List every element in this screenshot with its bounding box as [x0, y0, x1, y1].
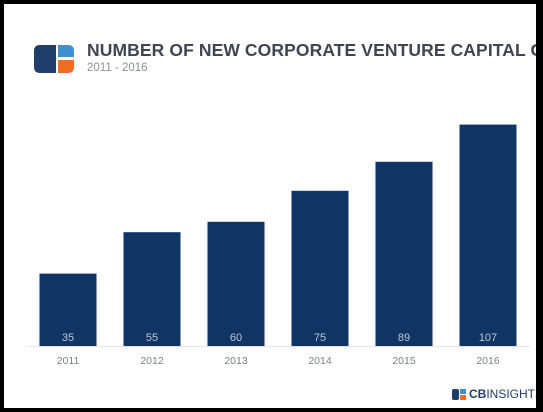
chart-subtitle: 2011 - 2016	[87, 62, 148, 74]
bar-2013	[207, 221, 265, 346]
x-tick-label-2012: 2012	[140, 355, 164, 367]
data-label-2011: 35	[62, 332, 74, 344]
chart-title: NUMBER OF NEW CORPORATE VENTURE CAPITAL …	[87, 40, 536, 60]
bar-chart: 35 2011 55 2012 60 2013 75 2014 89 2015 107 2016	[26, 124, 530, 367]
brand-suffix: INSIGHTS	[486, 387, 536, 401]
x-tick-label-2011: 2011	[57, 355, 80, 367]
bar-2011	[39, 273, 97, 346]
chart-card: NUMBER OF NEW CORPORATE VENTURE CAPITAL …	[4, 4, 536, 408]
bar-2015	[375, 161, 433, 346]
cb-insights-logo-icon	[34, 45, 74, 73]
cb-insights-brand: CBINSIGHTS	[452, 387, 536, 401]
x-tick-label-2014: 2014	[308, 355, 332, 367]
data-label-2014: 75	[314, 332, 326, 344]
data-label-2012: 55	[146, 332, 158, 344]
bar-2012	[123, 232, 181, 346]
data-label-2016: 107	[479, 332, 497, 344]
x-tick-label-2013: 2013	[224, 355, 248, 367]
brand-prefix: CB	[469, 387, 487, 401]
data-label-2013: 60	[230, 332, 242, 344]
x-tick-label-2016: 2016	[476, 355, 500, 367]
x-tick-label-2015: 2015	[392, 355, 416, 367]
bar-2014	[291, 190, 349, 346]
cb-insights-mark-icon	[452, 389, 466, 400]
data-label-2015: 89	[398, 332, 410, 344]
bar-2016	[459, 124, 517, 346]
